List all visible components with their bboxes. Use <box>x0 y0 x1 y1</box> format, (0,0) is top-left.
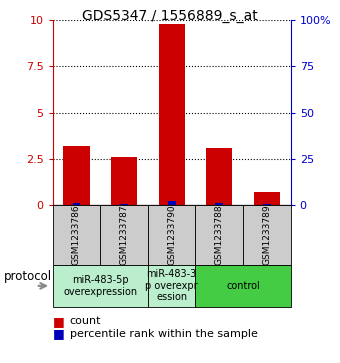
Bar <box>120 204 128 205</box>
Bar <box>254 192 280 205</box>
Text: control: control <box>226 281 260 291</box>
Bar <box>168 201 176 205</box>
Text: ■: ■ <box>53 327 65 340</box>
Text: ■: ■ <box>53 315 65 328</box>
Text: miR-483-5p
overexpression: miR-483-5p overexpression <box>63 275 137 297</box>
Bar <box>215 203 223 205</box>
Bar <box>63 146 90 205</box>
Bar <box>111 157 137 205</box>
Text: GSM1233788: GSM1233788 <box>215 205 224 265</box>
Text: GSM1233787: GSM1233787 <box>120 205 129 265</box>
Bar <box>158 24 185 205</box>
Text: GDS5347 / 1556889_s_at: GDS5347 / 1556889_s_at <box>82 9 258 23</box>
Text: GSM1233790: GSM1233790 <box>167 205 176 265</box>
Text: count: count <box>70 316 101 326</box>
Text: GSM1233786: GSM1233786 <box>72 205 81 265</box>
Text: percentile rank within the sample: percentile rank within the sample <box>70 329 258 339</box>
Bar <box>72 203 81 205</box>
Text: GSM1233789: GSM1233789 <box>262 205 271 265</box>
Bar <box>206 148 233 205</box>
Text: miR-483-3
p overexpr
ession: miR-483-3 p overexpr ession <box>146 269 198 302</box>
Text: protocol: protocol <box>3 270 52 283</box>
Bar <box>263 204 271 205</box>
